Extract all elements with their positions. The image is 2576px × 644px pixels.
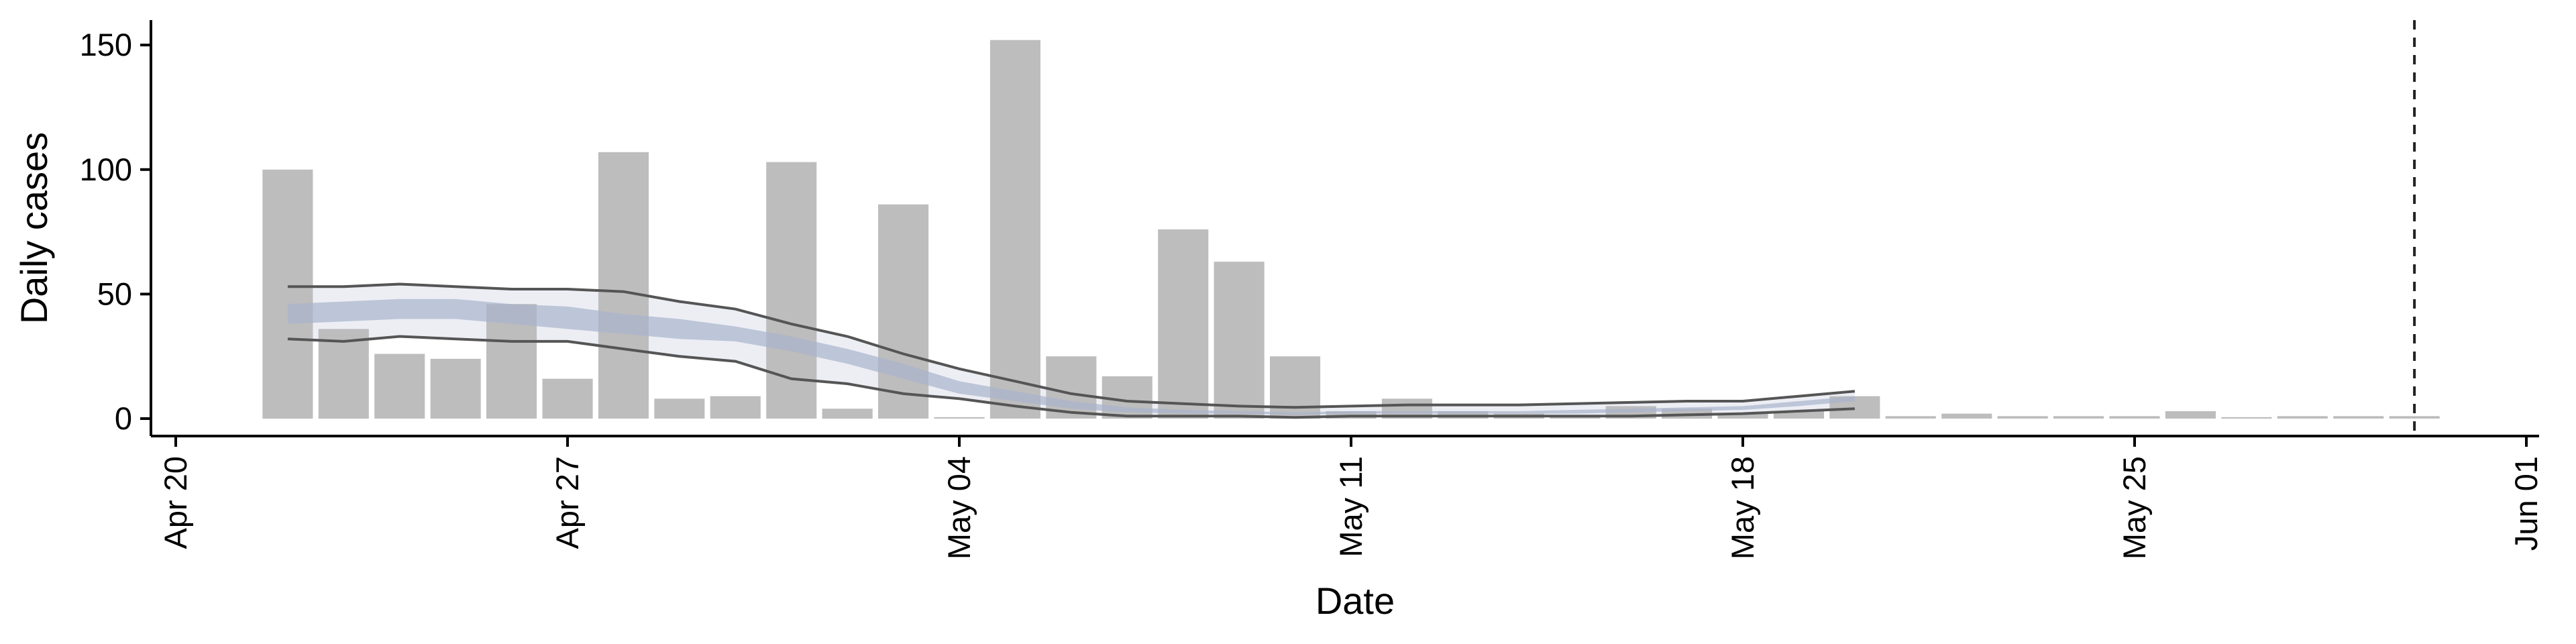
band-50-area (287, 299, 1855, 415)
y-tick-label: 0 (115, 400, 132, 436)
lower-bound-line (287, 335, 1855, 419)
bar (542, 378, 593, 419)
bar (1885, 416, 1936, 419)
bar (1550, 417, 1601, 419)
x-tick-label: May 18 (1725, 456, 1760, 559)
band-90-area (287, 284, 1855, 418)
bar (1997, 416, 2048, 419)
x-axis-title: Date (1316, 580, 1395, 622)
bar (2053, 416, 2104, 419)
bar (934, 417, 985, 419)
y-axis-title: Daily cases (13, 132, 55, 324)
bar (2109, 416, 2160, 419)
y-tick-label: 50 (97, 276, 132, 311)
bar (1717, 413, 1768, 419)
x-tick-label: May 04 (941, 456, 977, 559)
estimate-band-90 (287, 284, 1855, 418)
x-tick-label: Jun 01 (2508, 456, 2544, 551)
bar (822, 409, 873, 419)
bar (262, 169, 313, 419)
y-tick-label: 100 (80, 152, 132, 187)
x-ticks: Apr 20 Apr 27 May 04 May 11 May 18 May 25 Jun … (158, 436, 2544, 559)
bar (2165, 411, 2216, 419)
bar (374, 354, 425, 419)
x-tick-label: May 25 (2116, 456, 2152, 559)
estimate-bounds (287, 282, 1856, 419)
x-tick-label: May 11 (1333, 456, 1368, 557)
upper-bound-line (287, 282, 1856, 409)
bars (262, 40, 2440, 419)
bar (766, 162, 817, 419)
bar (1773, 411, 1824, 419)
bar (989, 40, 1040, 419)
plot-area (262, 20, 2440, 436)
estimate-band-50 (287, 299, 1855, 415)
x-tick-label: Apr 20 (158, 456, 193, 549)
bar (598, 152, 649, 419)
bar (2221, 417, 2272, 419)
y-tick-label: 150 (80, 27, 132, 62)
bar (878, 204, 929, 419)
bar (1270, 356, 1321, 419)
bar (430, 358, 481, 419)
bar (318, 329, 369, 419)
bar (2277, 416, 2328, 419)
bar (2389, 416, 2440, 419)
axes: 0 50 100 150 Apr 20 Apr 27 May 04 May 11 May 18… (13, 20, 2544, 622)
bar (1214, 262, 1265, 419)
bar (710, 396, 761, 419)
bar (1941, 413, 1992, 419)
bar (654, 398, 705, 419)
bar (2333, 416, 2384, 419)
y-ticks: 0 50 100 150 (80, 27, 151, 436)
x-tick-label: Apr 27 (549, 456, 585, 549)
bar (1158, 229, 1209, 419)
